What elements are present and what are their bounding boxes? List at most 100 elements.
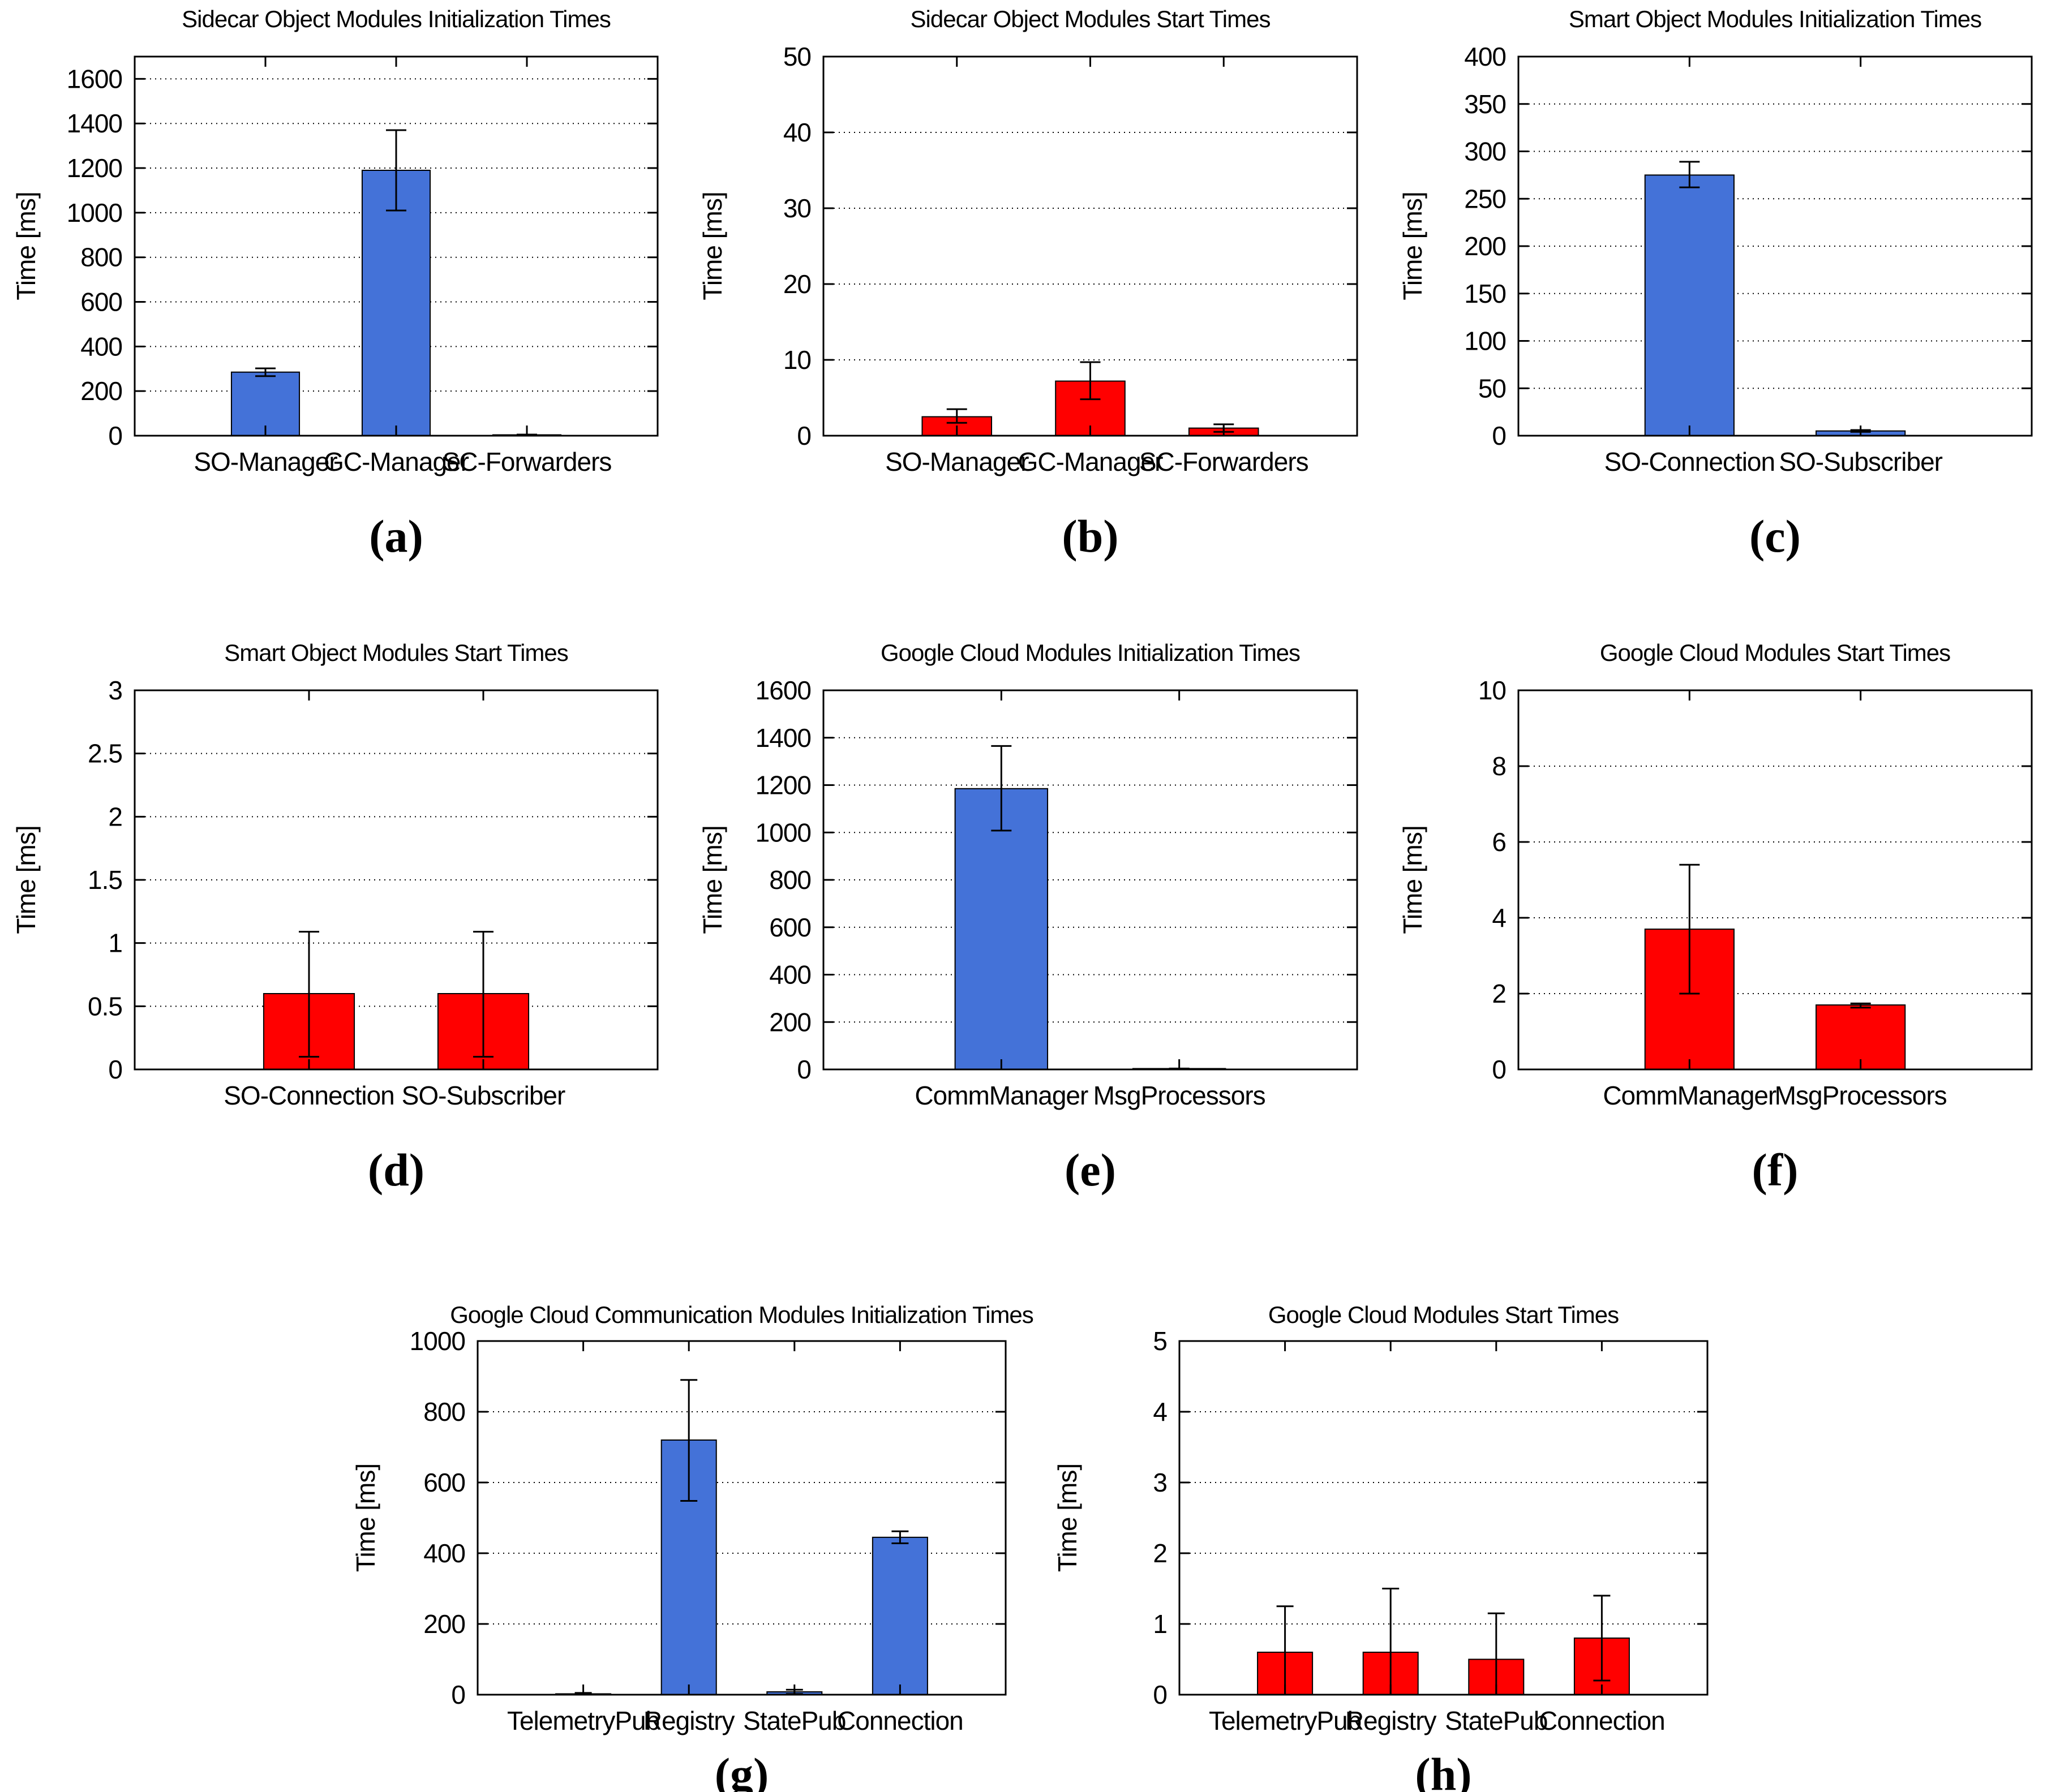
chart-title: Google Cloud Communication Modules Initi… bbox=[450, 1301, 1033, 1328]
y-tick-label: 400 bbox=[1464, 42, 1506, 71]
panel-letter: (a) bbox=[369, 510, 423, 562]
error-bar-SO-Manager bbox=[255, 367, 276, 377]
y-tick-label: 800 bbox=[423, 1397, 465, 1426]
y-tick-label: 50 bbox=[1478, 373, 1506, 403]
chart-title: Sidecar Object Modules Start Times bbox=[911, 6, 1271, 32]
x-tick-label: Registry bbox=[643, 1706, 735, 1735]
y-tick-label: 8 bbox=[1492, 751, 1506, 781]
y-tick-label: 600 bbox=[769, 913, 811, 942]
error-bar-CommManager bbox=[1679, 863, 1700, 995]
x-tick-label: Registry bbox=[1345, 1706, 1437, 1735]
plot-border bbox=[1517, 689, 2033, 1071]
y-tick-label: 400 bbox=[80, 332, 122, 361]
y-tick-label: 200 bbox=[769, 1007, 811, 1037]
y-tick-label: 1600 bbox=[67, 64, 122, 93]
x-tick-label: CommManager bbox=[1603, 1081, 1776, 1110]
y-tick-label: 2 bbox=[108, 802, 122, 831]
y-tick-label: 50 bbox=[783, 42, 811, 71]
chart-panel-b: 0 10 20 30 40 50 SO-Manager GC-Manager SC-Forwar… bbox=[686, 0, 1387, 634]
y-tick-label: 800 bbox=[769, 865, 811, 895]
bar-SO-Manager bbox=[230, 371, 301, 436]
y-tick-label: 100 bbox=[1464, 326, 1506, 356]
x-tick-label: Connection bbox=[837, 1706, 963, 1735]
y-tick-label: 0 bbox=[1492, 1055, 1506, 1084]
x-tick-label: StatePub bbox=[1445, 1706, 1547, 1735]
x-tick-label: SO-Connection bbox=[224, 1081, 394, 1110]
chart-panel-d: 0 0.5 1 1.5 2 2.5 3 SO-Connection SO-Subscriber S… bbox=[0, 634, 686, 1267]
chart-svg-e: 0 200 400 600 800 1000 1200 1400 1600 CommManager… bbox=[698, 639, 1358, 1196]
panel-letter: (c) bbox=[1749, 510, 1801, 562]
y-tick-label: 600 bbox=[80, 287, 122, 317]
y-tick-label: 1 bbox=[108, 929, 122, 958]
y-tick-label: 1400 bbox=[67, 109, 122, 138]
y-tick-label: 3 bbox=[1153, 1468, 1167, 1497]
y-tick-label: 1000 bbox=[756, 818, 811, 847]
chart-panel-h: 0 1 2 3 4 5 TelemetryPub Registry StatePub Connec… bbox=[1041, 1279, 1777, 1792]
y-tick-label: 1.5 bbox=[88, 865, 122, 895]
error-bar-GC-Manager bbox=[1080, 361, 1101, 401]
y-tick-label: 1 bbox=[1153, 1609, 1167, 1639]
chart-title: Sidecar Object Modules Initialization Ti… bbox=[182, 6, 611, 32]
error-bar-MsgProcessors bbox=[1850, 1002, 1871, 1009]
y-tick-label: 1000 bbox=[410, 1326, 465, 1356]
y-tick-label: 0 bbox=[451, 1680, 465, 1709]
x-tick-label: GC-Manager bbox=[324, 447, 469, 476]
y-axis-label: Time [ms] bbox=[1053, 1464, 1082, 1572]
y-tick-label: 1400 bbox=[756, 723, 811, 753]
y-tick-label: 0 bbox=[1153, 1680, 1167, 1709]
panel-letter: (d) bbox=[368, 1144, 424, 1196]
error-bar-SO-Connection bbox=[1679, 161, 1700, 188]
y-tick-label: 400 bbox=[769, 960, 811, 990]
x-tick-label: TelemetryPub bbox=[507, 1706, 659, 1735]
y-tick-label: 300 bbox=[1464, 137, 1506, 166]
x-tick-label: SO-Connection bbox=[1604, 447, 1775, 476]
y-tick-label: 1200 bbox=[756, 771, 811, 800]
chart-title: Smart Object Modules Initialization Time… bbox=[1569, 6, 1981, 32]
x-tick-label: SO-Subscriber bbox=[1779, 447, 1942, 476]
y-axis-label: Time [ms] bbox=[1398, 192, 1427, 300]
error-bar-SO-Connection bbox=[299, 931, 319, 1058]
y-tick-label: 200 bbox=[80, 376, 122, 406]
chart-panel-c: 0 50 100 150 200 250 300 350 400 SO-Connection SO-… bbox=[1387, 0, 2060, 634]
y-axis-label: Time [ms] bbox=[11, 192, 41, 300]
plot-border bbox=[477, 1340, 1007, 1696]
x-tick-label: StatePub bbox=[743, 1706, 846, 1735]
panel-letter: (h) bbox=[1415, 1748, 1471, 1792]
y-tick-label: 1600 bbox=[756, 676, 811, 705]
y-tick-label: 10 bbox=[783, 345, 811, 375]
y-tick-label: 1000 bbox=[67, 198, 122, 227]
y-tick-label: 400 bbox=[423, 1539, 465, 1568]
chart-panel-f: 0 2 4 6 8 10 CommManager MsgProcessors Google Cl… bbox=[1387, 634, 2060, 1267]
y-tick-label: 350 bbox=[1464, 89, 1506, 119]
y-axis-label: Time [ms] bbox=[698, 826, 727, 934]
y-tick-label: 2 bbox=[1153, 1539, 1167, 1568]
y-tick-label: 200 bbox=[1464, 231, 1506, 261]
y-tick-label: 30 bbox=[783, 194, 811, 223]
y-tick-label: 4 bbox=[1492, 903, 1506, 932]
y-tick-label: 2 bbox=[1492, 979, 1506, 1008]
x-tick-label: SO-Manager bbox=[194, 447, 337, 476]
chart-title: Google Cloud Modules Initialization Time… bbox=[881, 639, 1300, 666]
y-tick-label: 0.5 bbox=[88, 991, 122, 1021]
panel-letter: (g) bbox=[715, 1748, 769, 1792]
error-bar-SO-Manager bbox=[946, 408, 967, 424]
chart-title: Smart Object Modules Start Times bbox=[224, 639, 568, 666]
y-tick-label: 10 bbox=[1478, 676, 1506, 705]
chart-title: Google Cloud Modules Start Times bbox=[1268, 1301, 1619, 1328]
error-bar-SO-Subscriber bbox=[473, 931, 493, 1058]
y-tick-label: 6 bbox=[1492, 827, 1506, 857]
x-tick-label: GC-Manager bbox=[1018, 447, 1164, 476]
y-tick-label: 200 bbox=[423, 1609, 465, 1639]
bar-Connection bbox=[872, 1536, 928, 1695]
y-tick-label: 250 bbox=[1464, 184, 1506, 213]
x-tick-label: SC-Forwarders bbox=[1139, 447, 1308, 476]
y-tick-label: 1200 bbox=[67, 153, 122, 183]
y-tick-label: 3 bbox=[108, 676, 122, 705]
x-tick-label: SO-Manager bbox=[885, 447, 1029, 476]
chart-panel-g: 0 200 400 600 800 1000 TelemetryPub Registry Sta… bbox=[340, 1279, 1075, 1792]
chart-svg-a: 0 200 400 600 800 1000 1200 1400 1600 SO-ManagerG… bbox=[11, 6, 659, 562]
chart-svg-d: 0 0.5 1 1.5 2 2.5 3 SO-Connection SO-Subscriber S… bbox=[11, 639, 659, 1196]
bar-CommManager bbox=[954, 788, 1049, 1070]
